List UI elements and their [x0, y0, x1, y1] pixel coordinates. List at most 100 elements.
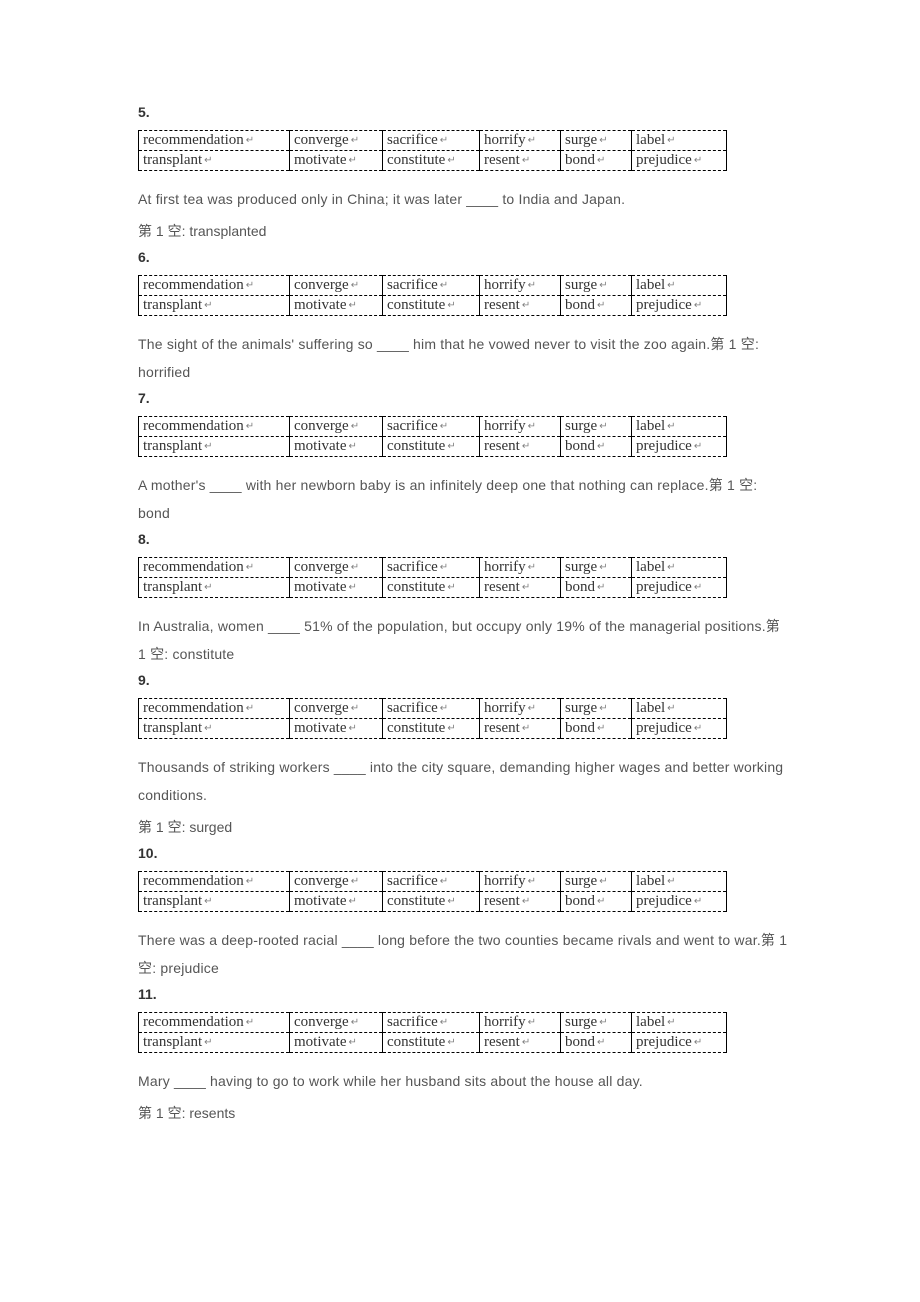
return-glyph-icon: ↵ — [440, 280, 448, 291]
return-glyph-icon: ↵ — [246, 562, 254, 573]
word-bank-table: recommendation↵converge↵sacrifice↵horrif… — [138, 130, 727, 171]
word-bank-word: prejudice — [636, 152, 692, 169]
word-bank-cell: sacrifice↵ — [383, 558, 480, 578]
word-bank-cell: bond↵ — [561, 578, 632, 598]
word-bank-cell: surge↵ — [561, 131, 632, 151]
word-bank-word: sacrifice — [387, 418, 438, 435]
word-bank-cell: sacrifice↵ — [383, 872, 480, 892]
return-glyph-icon: ↵ — [522, 155, 530, 166]
word-bank-cell: sacrifice↵ — [383, 699, 480, 719]
return-glyph-icon: ↵ — [528, 1017, 536, 1028]
word-bank-word: converge — [294, 1014, 349, 1031]
word-bank-cell: transplant↵ — [139, 892, 290, 912]
return-glyph-icon: ↵ — [351, 562, 359, 573]
word-bank-word: motivate — [294, 438, 347, 455]
return-glyph-icon: ↵ — [667, 1017, 675, 1028]
question-sentence: In Australia, women ____ 51% of the popu… — [138, 612, 790, 668]
return-glyph-icon: ↵ — [204, 896, 212, 907]
return-glyph-icon: ↵ — [246, 421, 254, 432]
word-bank-word: recommendation — [143, 700, 244, 717]
question-sentence: There was a deep-rooted racial ____ long… — [138, 926, 790, 982]
return-glyph-icon: ↵ — [440, 703, 448, 714]
word-bank-cell: bond↵ — [561, 151, 632, 171]
return-glyph-icon: ↵ — [246, 1017, 254, 1028]
word-bank-word: transplant — [143, 297, 202, 314]
return-glyph-icon: ↵ — [667, 135, 675, 146]
word-bank-cell: horrify↵ — [480, 558, 561, 578]
word-bank-word: prejudice — [636, 893, 692, 910]
question-sentence: At first tea was produced only in China;… — [138, 185, 790, 213]
word-bank-word: prejudice — [636, 438, 692, 455]
return-glyph-icon: ↵ — [597, 582, 605, 593]
return-glyph-icon: ↵ — [667, 421, 675, 432]
table-row: recommendation↵converge↵sacrifice↵horrif… — [139, 872, 727, 892]
return-glyph-icon: ↵ — [528, 703, 536, 714]
word-bank-table: recommendation↵converge↵sacrifice↵horrif… — [138, 1012, 727, 1053]
word-bank-word: converge — [294, 132, 349, 149]
question-number: 6. — [138, 249, 790, 265]
table-row: transplant↵motivate↵constitute↵resent↵bo… — [139, 151, 727, 171]
word-bank-cell: label↵ — [632, 699, 727, 719]
word-bank-cell: constitute↵ — [383, 719, 480, 739]
word-bank-word: motivate — [294, 579, 347, 596]
question-number: 11. — [138, 986, 790, 1002]
word-bank-cell: horrify↵ — [480, 417, 561, 437]
word-bank-table: recommendation↵converge↵sacrifice↵horrif… — [138, 275, 727, 316]
word-bank-cell: prejudice↵ — [632, 892, 727, 912]
return-glyph-icon: ↵ — [597, 1037, 605, 1048]
word-bank-cell: constitute↵ — [383, 296, 480, 316]
word-bank-word: motivate — [294, 1034, 347, 1051]
word-bank-cell: surge↵ — [561, 276, 632, 296]
word-bank-cell: bond↵ — [561, 437, 632, 457]
question-number: 7. — [138, 390, 790, 406]
word-bank-cell: bond↵ — [561, 892, 632, 912]
return-glyph-icon: ↵ — [522, 582, 530, 593]
word-bank-word: surge — [565, 700, 597, 717]
word-bank-cell: converge↵ — [290, 872, 383, 892]
word-bank-word: resent — [484, 1034, 520, 1051]
word-bank-word: sacrifice — [387, 700, 438, 717]
return-glyph-icon: ↵ — [694, 582, 702, 593]
return-glyph-icon: ↵ — [599, 1017, 607, 1028]
word-bank-cell: resent↵ — [480, 1033, 561, 1053]
return-glyph-icon: ↵ — [447, 300, 455, 311]
return-glyph-icon: ↵ — [528, 562, 536, 573]
word-bank-cell: constitute↵ — [383, 578, 480, 598]
word-bank-cell: transplant↵ — [139, 578, 290, 598]
word-bank-word: recommendation — [143, 418, 244, 435]
word-bank-word: resent — [484, 720, 520, 737]
word-bank-cell: constitute↵ — [383, 437, 480, 457]
word-bank-word: sacrifice — [387, 873, 438, 890]
return-glyph-icon: ↵ — [447, 723, 455, 734]
word-bank-word: bond — [565, 579, 595, 596]
word-bank-word: surge — [565, 132, 597, 149]
word-bank-word: horrify — [484, 418, 526, 435]
table-row: recommendation↵converge↵sacrifice↵horrif… — [139, 699, 727, 719]
word-bank-cell: resent↵ — [480, 296, 561, 316]
table-row: transplant↵motivate↵constitute↵resent↵bo… — [139, 892, 727, 912]
word-bank-word: constitute — [387, 579, 445, 596]
word-bank-cell: horrify↵ — [480, 872, 561, 892]
word-bank-word: prejudice — [636, 720, 692, 737]
word-bank-cell: prejudice↵ — [632, 296, 727, 316]
word-bank-word: constitute — [387, 1034, 445, 1051]
question-sentence: A mother's ____ with her newborn baby is… — [138, 471, 790, 527]
word-bank-word: converge — [294, 559, 349, 576]
table-row: transplant↵motivate↵constitute↵resent↵bo… — [139, 578, 727, 598]
word-bank-word: converge — [294, 418, 349, 435]
question-sentence: Thousands of striking workers ____ into … — [138, 753, 790, 809]
word-bank-cell: resent↵ — [480, 892, 561, 912]
question-number: 9. — [138, 672, 790, 688]
word-bank-word: constitute — [387, 297, 445, 314]
return-glyph-icon: ↵ — [694, 300, 702, 311]
return-glyph-icon: ↵ — [694, 441, 702, 452]
word-bank-word: transplant — [143, 438, 202, 455]
return-glyph-icon: ↵ — [447, 441, 455, 452]
word-bank-word: resent — [484, 438, 520, 455]
word-bank-cell: motivate↵ — [290, 578, 383, 598]
word-bank-cell: horrify↵ — [480, 1013, 561, 1033]
table-row: transplant↵motivate↵constitute↵resent↵bo… — [139, 296, 727, 316]
word-bank-word: recommendation — [143, 1014, 244, 1031]
word-bank-cell: resent↵ — [480, 578, 561, 598]
return-glyph-icon: ↵ — [246, 135, 254, 146]
